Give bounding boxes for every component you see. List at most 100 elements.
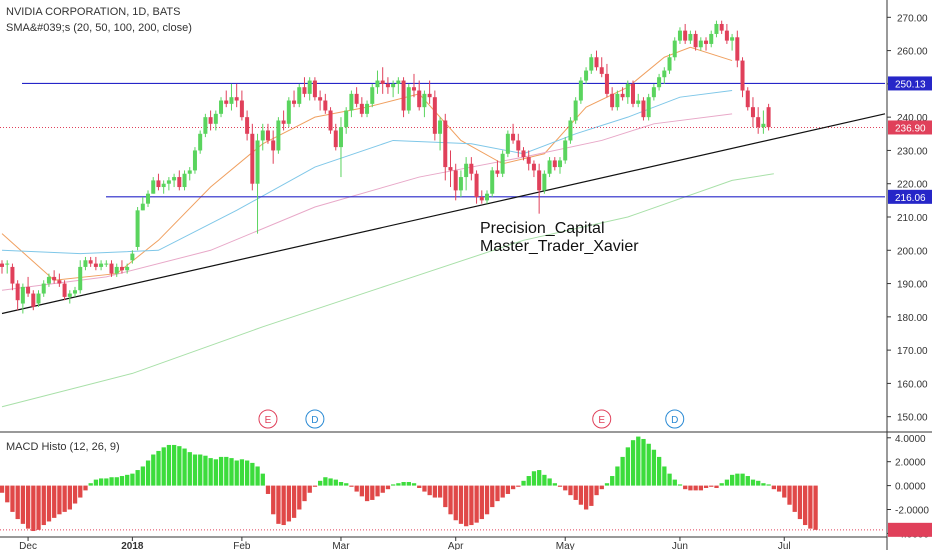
macd-bar [135,470,140,486]
event-marker-label: E [265,415,272,426]
time-tick-label: May [556,541,575,550]
candle-body [344,110,349,128]
candle-body [78,266,83,291]
candle-body [31,293,36,307]
candle-body [385,83,390,88]
dividend-marker [665,409,685,429]
candle-body [5,263,10,265]
macd-bar [437,485,443,498]
candle-body [651,87,656,98]
dividend-marker [305,409,325,429]
macd-tick-label: 0.0000 [895,482,926,493]
candle-body [531,163,536,171]
price-tick-label: 270.00 [897,13,928,24]
macd-bar [417,485,422,488]
macd-bar [599,485,604,490]
price-tick-label: 150.00 [897,413,928,424]
macd-bar [656,456,662,486]
macd-bar [354,485,359,492]
macd-bar [208,458,213,486]
candle-body [286,100,291,124]
candle-body [312,80,317,98]
macd-bar [234,460,239,486]
candle-body [474,173,479,198]
macd-bar [448,485,453,515]
chart-title: NVIDIA CORPORATION, 1D, BATS [6,6,181,18]
candle-body [73,290,78,294]
candle-body [318,97,323,101]
macd-bar [93,479,99,486]
macd-legend: MACD Histo (12, 26, 9) [6,441,120,453]
candle-body [276,120,281,151]
macd-bar [359,485,365,497]
macd-bar [281,485,286,526]
candle-body [338,127,343,148]
candle-body [172,177,177,181]
macd-bar [432,485,438,498]
macd-bar [808,485,813,529]
candle-body [307,80,312,94]
candle-body [667,57,672,71]
macd-tick-label: -2.0000 [895,506,929,517]
macd-bar [797,485,803,520]
candle-body [396,80,401,84]
macd-bar [693,485,698,491]
candle-body [401,80,406,111]
candle-body [88,260,93,264]
candle-body [511,133,516,141]
macd-bar [375,485,380,497]
candle-body [547,160,552,174]
macd-bar [297,485,302,510]
macd-bar [312,485,318,487]
macd-bar [151,454,156,486]
macd-bar [52,485,57,518]
candle-body [411,87,416,91]
macd-bar [130,473,135,486]
candle-body [224,100,229,104]
candle-body [130,253,135,261]
candle-body [552,160,557,168]
candle-body [453,170,458,191]
candle-body [375,80,380,88]
macd-bar [646,443,651,486]
candle-body [464,163,469,178]
candle-body [333,130,338,148]
macd-bar [145,460,151,486]
candle-body [526,157,531,164]
event-marker-label: D [311,415,318,426]
candle-body [99,263,104,267]
candle-body [140,203,145,211]
macd-bar [803,485,808,526]
price-tick-label: 260.00 [897,47,928,58]
candle-body [683,30,688,41]
candle-body [239,100,244,118]
macd-bar [740,473,745,486]
candle-body [166,180,171,184]
macd-bar [98,478,104,486]
candle-body [213,113,218,124]
macd-bar [672,479,677,486]
macd-bar [521,480,526,486]
macd-bar [239,459,245,486]
macd-bar [114,477,119,486]
time-tick-label: Jul [778,541,791,550]
candle-body [245,117,250,134]
macd-bar [735,473,740,486]
macd-bar [401,482,406,486]
candle-body [52,276,57,281]
macd-bar [328,478,333,486]
macd-bar [547,478,552,486]
candle-body [443,120,448,168]
macd-bar [245,460,250,486]
macd-bar [703,485,709,488]
macd-bar [5,485,10,503]
macd-bar [302,485,307,502]
candle-body [182,173,187,188]
macd-bar [427,485,432,496]
candle-body [26,286,31,294]
macd-bar [78,485,83,498]
macd-bar [46,485,52,522]
candle-body [203,117,208,134]
candle-body [156,180,161,188]
